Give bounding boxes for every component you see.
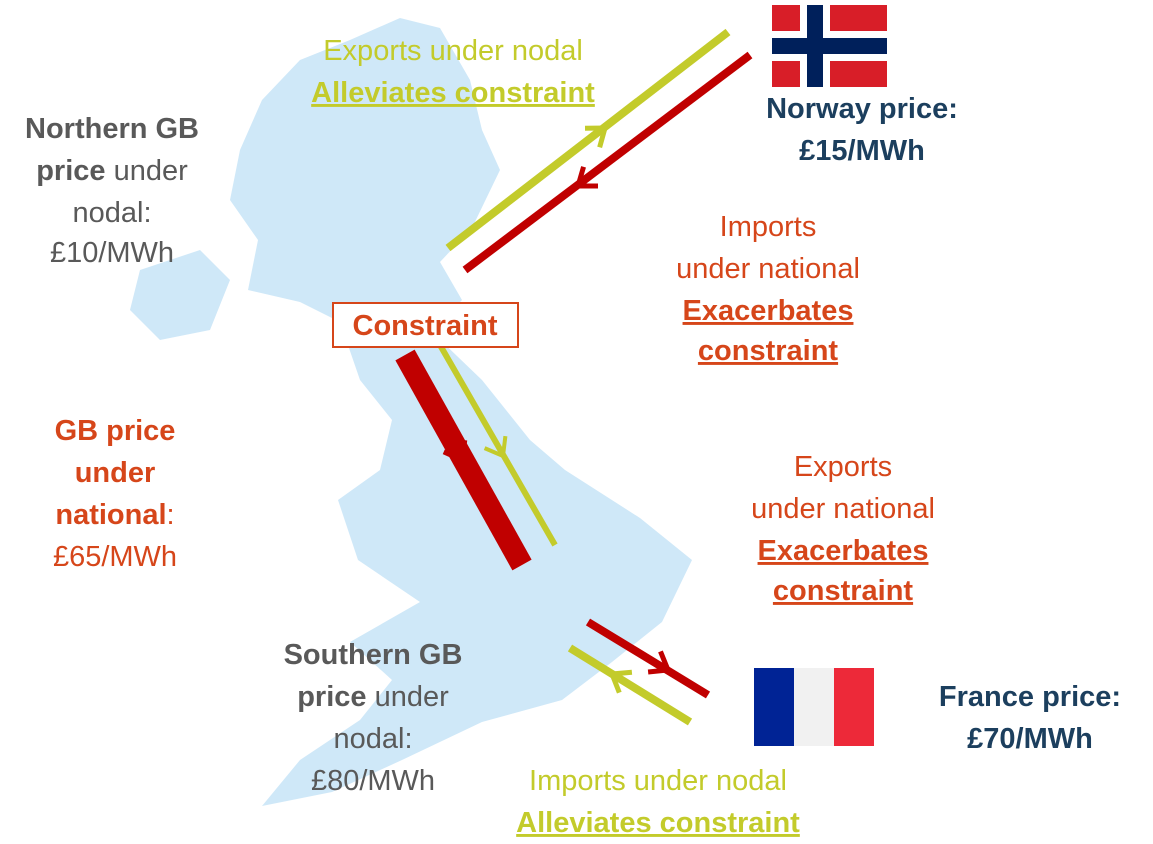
- arrow-line: [585, 618, 711, 699]
- label: :: [167, 499, 175, 531]
- gb-map: [230, 18, 692, 806]
- label: price: [36, 155, 105, 187]
- arrow-head: [647, 650, 672, 675]
- label: Exacerbates: [683, 295, 854, 327]
- constraint-box: [332, 302, 519, 348]
- arrow-line: [462, 51, 753, 274]
- label: under national: [676, 253, 860, 285]
- label: Exports under nodal: [323, 35, 583, 67]
- label: Alleviates constraint: [311, 77, 595, 109]
- label: Alleviates constraint: [516, 807, 800, 839]
- label: national:: [55, 499, 174, 531]
- label: Southern GB: [284, 639, 463, 671]
- label: GB price: [55, 415, 176, 447]
- france-flag: [754, 668, 874, 746]
- label: nodal:: [333, 723, 412, 755]
- label: price under: [36, 155, 188, 187]
- label: Imports: [720, 211, 817, 243]
- arrow-line: [437, 343, 558, 547]
- label: price: [297, 681, 366, 713]
- label: price under: [297, 681, 449, 713]
- label: under: [375, 681, 450, 713]
- label: constraint: [698, 335, 839, 367]
- arrow-line: [445, 28, 731, 252]
- label: nodal:: [72, 197, 151, 229]
- label: Imports under nodal: [529, 765, 787, 797]
- arrow-head: [608, 669, 633, 694]
- label: Constraint: [353, 310, 498, 342]
- label: under: [114, 155, 189, 187]
- label: £10/MWh: [50, 237, 174, 269]
- label: under: [75, 457, 156, 489]
- arrow-head: [483, 435, 508, 459]
- label: £80/MWh: [311, 765, 435, 797]
- label: Exacerbates: [758, 535, 929, 567]
- label: under national: [751, 493, 935, 525]
- label: France price:: [939, 681, 1121, 713]
- arrow-head: [584, 125, 609, 148]
- label: Norway price:: [766, 93, 958, 125]
- arrows: [395, 28, 753, 726]
- arrow-head: [574, 166, 599, 189]
- arrow-head: [442, 439, 468, 464]
- norway-flag: [772, 5, 887, 87]
- ni-map: [130, 250, 230, 340]
- label: constraint: [773, 575, 914, 607]
- label: national: [55, 499, 166, 531]
- label: £15/MWh: [799, 135, 925, 167]
- label: £65/MWh: [53, 541, 177, 573]
- label: Northern GB: [25, 113, 199, 145]
- arrow-line: [567, 644, 693, 726]
- label: £70/MWh: [967, 723, 1093, 755]
- label: Exports: [794, 451, 892, 483]
